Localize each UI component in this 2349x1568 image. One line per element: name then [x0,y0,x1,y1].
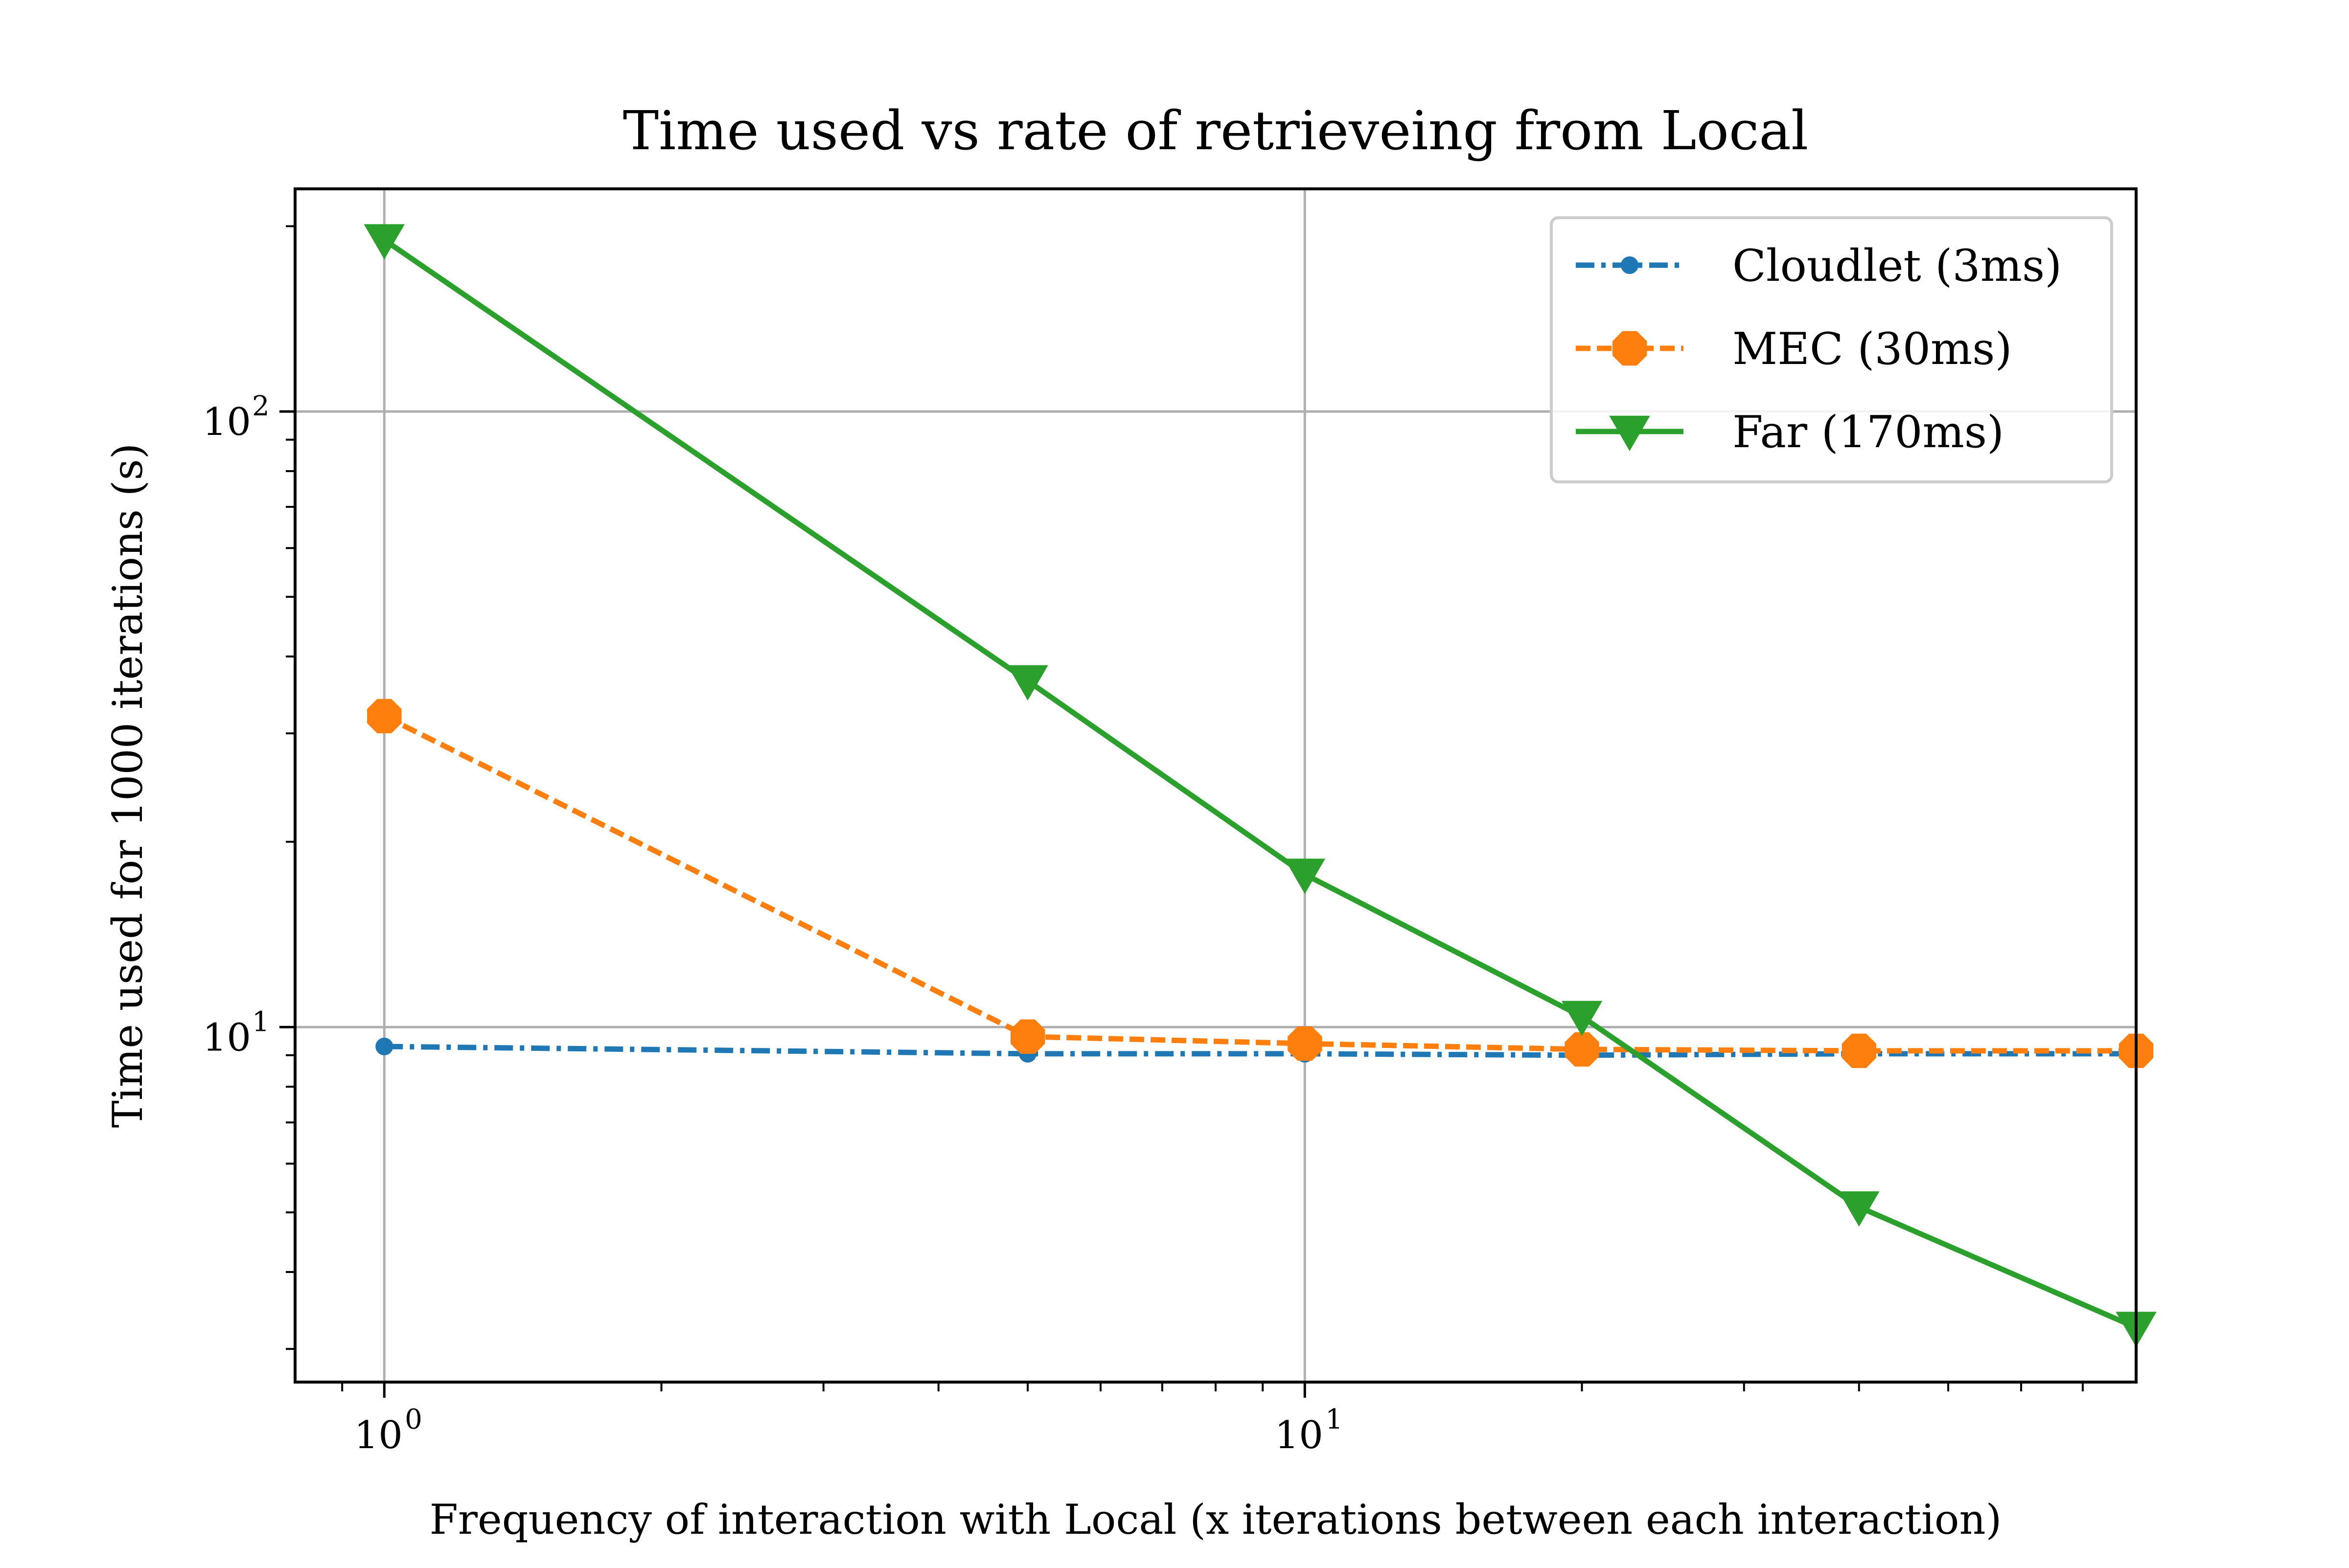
data-point-2-3 [1561,1000,1603,1036]
data-point-2-2 [1284,859,1326,894]
data-point-2-4 [1839,1191,1880,1227]
series-2 [364,224,2157,1347]
data-point-1-0 [367,699,402,733]
y-tick-exponent-0: 1 [252,1006,270,1038]
legend: Cloudlet (3ms) MEC (30ms) Far (170ms) [1550,216,2113,483]
data-point-2-1 [1007,665,1048,701]
legend-label-2: Far (170ms) [1732,407,2004,458]
legend-box [1550,216,2113,483]
series-group [364,224,2157,1347]
legend-item-0: Cloudlet (3ms) [1576,240,2062,292]
legend-marker-1 [1612,331,1647,366]
grid [295,189,2136,1382]
legend-item-2: Far (170ms) [1576,407,2004,458]
data-point-2-0 [364,224,405,260]
series-line-2 [383,237,2138,1330]
ticks: 10 0 10 110 110 2 [203,225,2084,1457]
legend-marker-2 [1609,415,1650,451]
series-line-0 [384,1044,2136,1058]
y-tick-exponent-1: 2 [252,390,270,422]
chart-title: Time used vs rate of retrieveing from Lo… [623,99,1808,162]
legend-marker-0 [1621,256,1638,274]
x-axis-label: Frequency of interaction with Local (x i… [430,1496,2002,1544]
data-point-1-4 [1842,1033,1876,1068]
series-1 [367,699,2154,1068]
data-point-1-1 [1010,1019,1045,1054]
legend-item-1: MEC (30ms) [1576,323,2012,375]
y-axis-label: Time used for 1000 iterations (s) [104,443,152,1128]
y-tick-label-1: 10 [203,400,251,444]
legend-label-0: Cloudlet (3ms) [1732,240,2062,292]
x-tick-label-1: 10 [1275,1413,1323,1457]
x-tick-exponent-0: 0 [405,1404,422,1435]
data-point-1-3 [1565,1032,1599,1067]
data-point-0-0 [375,1037,393,1055]
x-tick-label-0: 10 [354,1413,403,1457]
legend-label-1: MEC (30ms) [1732,323,2012,375]
x-tick-exponent-1: 1 [1325,1404,1343,1435]
y-tick-label-0: 10 [203,1016,251,1060]
data-point-1-2 [1288,1026,1322,1061]
series-line-1 [383,713,2136,1054]
